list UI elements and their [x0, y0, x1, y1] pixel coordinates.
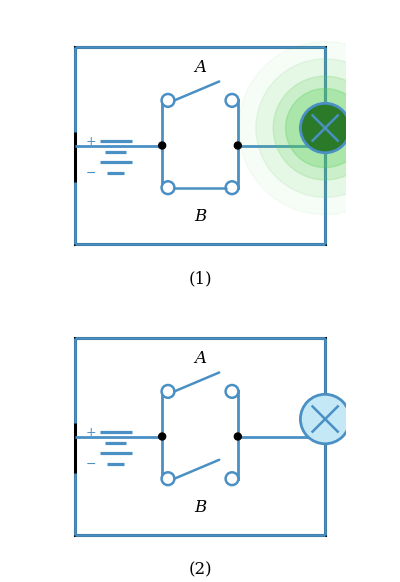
Text: (2): (2) — [188, 562, 212, 579]
Circle shape — [226, 182, 238, 194]
Bar — [75, 338, 325, 535]
Circle shape — [226, 94, 238, 107]
Text: −: − — [86, 166, 96, 180]
Text: A: A — [194, 59, 206, 76]
Circle shape — [234, 142, 241, 149]
Circle shape — [273, 76, 377, 180]
Bar — [75, 47, 325, 244]
Circle shape — [226, 473, 238, 485]
Text: A: A — [194, 350, 206, 367]
Circle shape — [159, 433, 166, 440]
Circle shape — [226, 385, 238, 398]
Circle shape — [162, 385, 174, 398]
Circle shape — [159, 142, 166, 149]
Text: B: B — [194, 208, 206, 225]
Circle shape — [162, 94, 174, 107]
Circle shape — [162, 182, 174, 194]
Text: −: − — [86, 457, 96, 471]
Text: B: B — [194, 499, 206, 516]
Circle shape — [300, 395, 350, 443]
Circle shape — [238, 41, 400, 215]
Circle shape — [162, 473, 174, 485]
Circle shape — [256, 59, 394, 197]
Circle shape — [300, 103, 350, 152]
Circle shape — [286, 88, 365, 168]
Text: +: + — [86, 134, 96, 148]
Text: +: + — [86, 425, 96, 439]
Text: (1): (1) — [188, 271, 212, 288]
Circle shape — [234, 433, 241, 440]
